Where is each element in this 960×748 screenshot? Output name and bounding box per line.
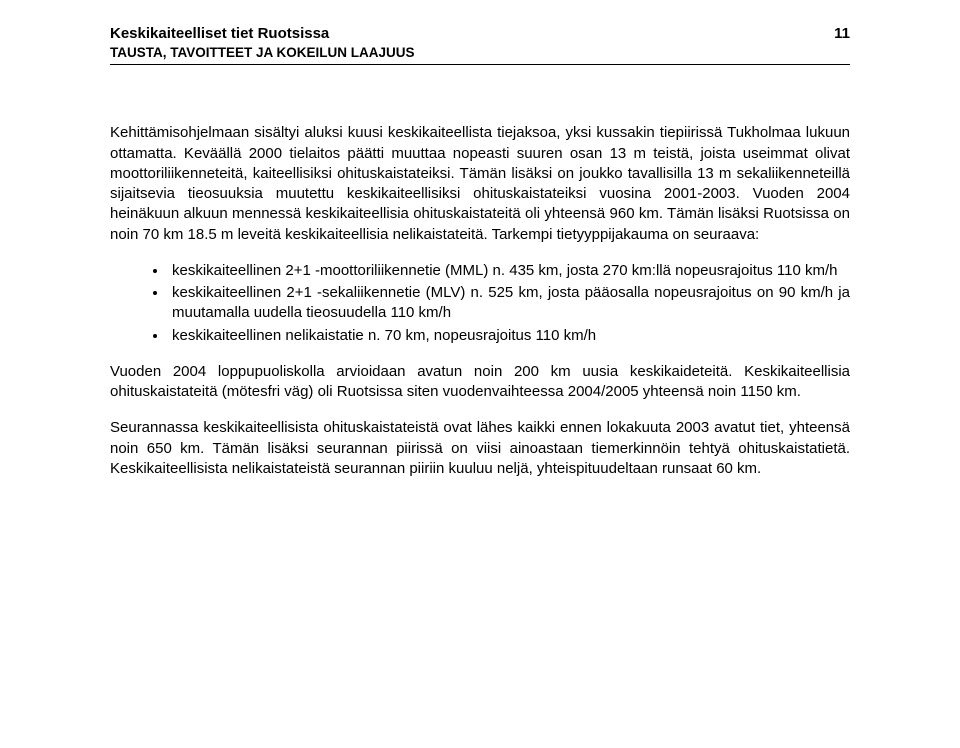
list-item: keskikaiteellinen nelikaistatie n. 70 km… [168, 326, 850, 346]
list-item: keskikaiteellinen 2+1 -sekaliikennetie (… [168, 283, 850, 324]
header-divider [110, 64, 850, 65]
bullet-list: keskikaiteellinen 2+1 -moottoriliikennet… [110, 261, 850, 346]
page: Keskikaiteelliset tiet Ruotsissa TAUSTA,… [0, 0, 960, 479]
header-left: Keskikaiteelliset tiet Ruotsissa TAUSTA,… [110, 24, 415, 62]
paragraph-2: Vuoden 2004 loppupuoliskolla arvioidaan … [110, 362, 850, 403]
page-header: Keskikaiteelliset tiet Ruotsissa TAUSTA,… [110, 24, 850, 62]
paragraph-1: Kehittämisohjelmaan sisältyi aluksi kuus… [110, 123, 850, 245]
header-subtitle: TAUSTA, TAVOITTEET JA KOKEILUN LAAJUUS [110, 44, 415, 62]
paragraph-3: Seurannassa keskikaiteellisista ohituska… [110, 418, 850, 479]
header-title: Keskikaiteelliset tiet Ruotsissa [110, 24, 415, 44]
page-number: 11 [834, 24, 850, 44]
body-text: Kehittämisohjelmaan sisältyi aluksi kuus… [110, 123, 850, 479]
list-item: keskikaiteellinen 2+1 -moottoriliikennet… [168, 261, 850, 281]
